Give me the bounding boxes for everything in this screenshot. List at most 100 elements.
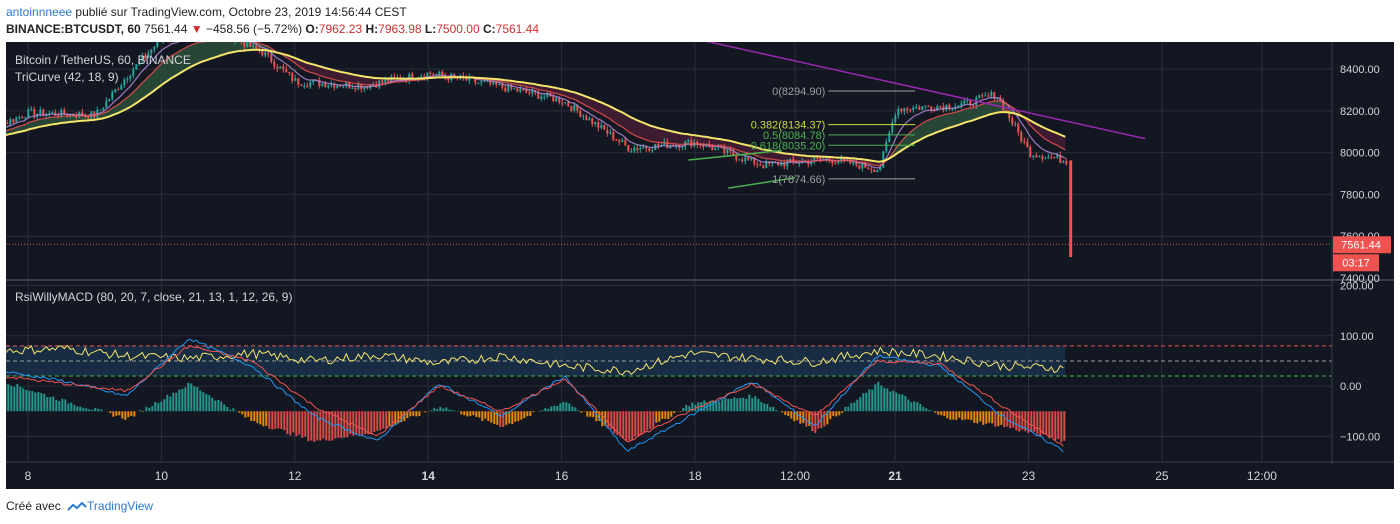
candle-body: [354, 87, 357, 90]
macd-histogram-bar: [646, 411, 649, 431]
candle-body: [993, 92, 996, 99]
candle-body: [852, 160, 855, 164]
candle-body: [732, 151, 735, 156]
macd-histogram-bar: [835, 411, 838, 417]
candle-body: [762, 165, 765, 168]
macd-histogram-bar: [157, 403, 160, 412]
candle-body: [753, 157, 756, 165]
candle-body: [423, 76, 426, 79]
macd-histogram-bar: [208, 395, 211, 412]
macd-histogram-bar: [127, 411, 130, 418]
macd-histogram-bar: [796, 411, 799, 421]
candle-body: [639, 148, 642, 150]
candle-body: [627, 145, 630, 152]
candle-body: [411, 73, 414, 80]
macd-histogram-bar: [982, 411, 985, 425]
candle-body: [546, 92, 549, 97]
candle-body: [111, 92, 114, 99]
tradingview-link[interactable]: TradingView: [87, 499, 154, 513]
macd-histogram-bar: [829, 411, 832, 420]
macd-histogram-bar: [361, 411, 364, 435]
candle-body: [834, 162, 837, 164]
candle-body: [153, 46, 156, 50]
candle-body: [1038, 156, 1041, 158]
macd-histogram-bar: [256, 411, 259, 424]
macd-histogram-bar: [154, 401, 157, 412]
candle-body: [1065, 161, 1068, 165]
candle-body: [390, 76, 393, 83]
macd-histogram-bar: [694, 404, 697, 412]
candle-body: [867, 167, 870, 170]
macd-histogram-bar: [748, 394, 751, 412]
candle-body: [273, 62, 276, 67]
candle-body: [870, 169, 873, 171]
macd-histogram-bar: [460, 411, 463, 415]
candle-body: [321, 83, 324, 87]
macd-histogram-bar: [244, 411, 247, 418]
candle-body: [156, 40, 159, 47]
macd-histogram-bar: [487, 411, 490, 422]
macd-histogram-bar: [949, 411, 952, 420]
macd-histogram-bar: [43, 393, 46, 412]
macd-histogram-bar: [541, 410, 544, 412]
candle-body: [960, 103, 963, 106]
macd-histogram-bar: [886, 388, 889, 412]
price-pane[interactable]: 0(8294.90) 0.382(8134.37)0.5(8084.78)0.61…: [0, 29, 1332, 258]
author-link[interactable]: antoinnneee: [6, 5, 73, 19]
macd-histogram-bar: [463, 411, 466, 416]
macd-histogram-bar: [466, 411, 469, 417]
chart-canvas[interactable]: 0(8294.90) 0.382(8134.37)0.5(8084.78)0.61…: [0, 29, 1394, 489]
candle-body: [63, 109, 66, 115]
candle-body: [501, 83, 504, 88]
candle-body: [27, 109, 30, 119]
x-tick-label: 12: [288, 469, 302, 483]
macd-histogram-bar: [64, 399, 67, 412]
candle-body: [876, 170, 879, 173]
candle-body: [300, 84, 303, 86]
macd-histogram-bar: [634, 411, 637, 437]
macd-histogram-bar: [247, 411, 250, 417]
candle-body: [39, 109, 42, 114]
macd-histogram-bar: [631, 411, 634, 441]
candle-body: [363, 86, 366, 90]
footer-prefix: Créé avec: [6, 499, 61, 513]
macd-histogram-bar: [115, 411, 118, 416]
candle-body: [105, 100, 108, 108]
candle-body: [294, 78, 297, 81]
macd-histogram-bar: [559, 403, 562, 412]
macd-histogram-bar: [976, 411, 979, 424]
candle-body: [987, 95, 990, 97]
candle-body: [1047, 156, 1050, 159]
candle-body: [912, 107, 915, 111]
candle-body: [885, 141, 888, 152]
candle-body: [477, 82, 480, 84]
candle-body: [831, 159, 834, 163]
macd-histogram-bar: [1000, 411, 1003, 425]
macd-histogram-bar: [814, 411, 817, 433]
macd-histogram-bar: [439, 406, 442, 412]
macd-histogram-bar: [961, 411, 964, 421]
chart-container[interactable]: 0(8294.90) 0.382(8134.37) 0.5(8084.78) 0.61…: [0, 29, 1394, 489]
macd-histogram-bar: [943, 411, 946, 416]
macd-histogram-bar: [868, 389, 871, 412]
macd-histogram-bar: [508, 411, 511, 424]
macd-histogram-bar: [79, 406, 82, 412]
macd-histogram-bar: [298, 411, 301, 435]
macd-histogram-bar: [10, 385, 13, 412]
candle-body: [918, 106, 921, 110]
macd-histogram-bar: [301, 411, 304, 438]
macd-histogram-bar: [472, 411, 475, 416]
macd-histogram-bar: [922, 406, 925, 412]
macd-histogram-bar: [844, 407, 847, 412]
candle-body: [48, 113, 51, 115]
candle-body: [666, 141, 669, 149]
macd-histogram-bar: [706, 402, 709, 412]
candle-body: [930, 106, 933, 110]
x-tick-label: 12:00: [1247, 469, 1277, 483]
candle-body: [957, 105, 960, 107]
x-tick-label: 16: [555, 469, 569, 483]
candle-body: [588, 118, 591, 121]
indicator-pane[interactable]: [0, 338, 1332, 453]
macd-histogram-bar: [733, 397, 736, 412]
macd-histogram-bar: [724, 398, 727, 412]
